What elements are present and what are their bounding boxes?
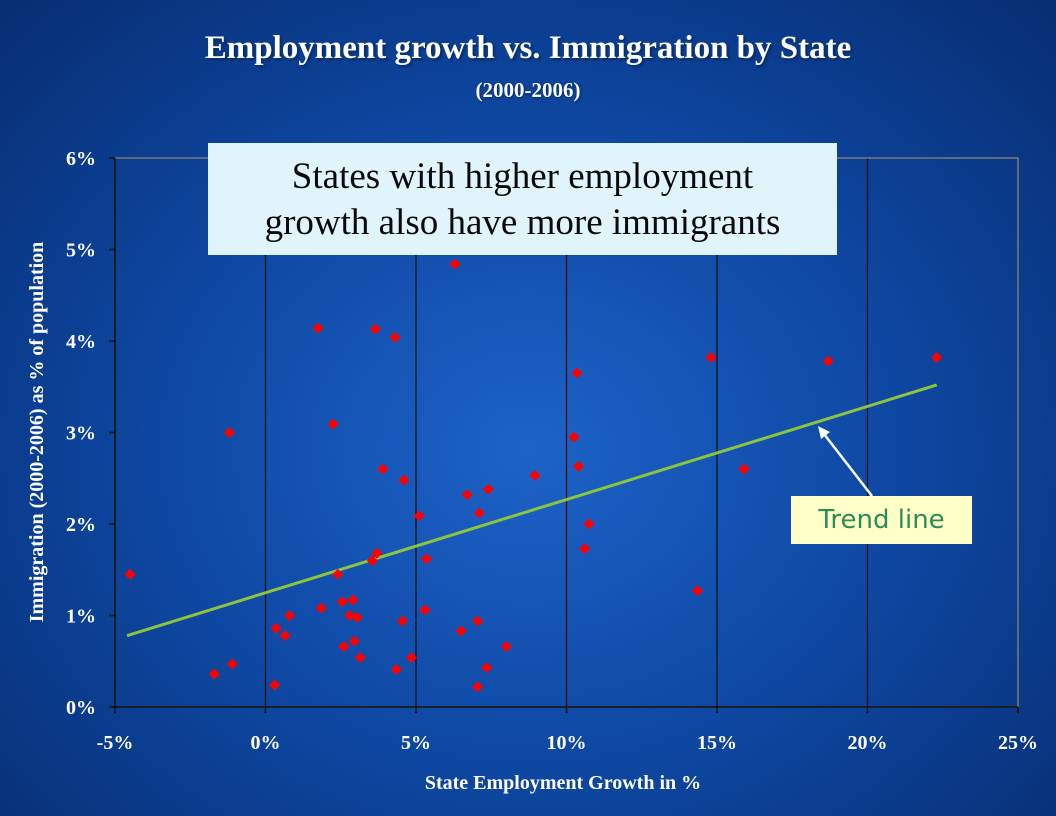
y-tick-label: 0%	[66, 697, 96, 719]
data-point	[336, 596, 348, 608]
data-point	[421, 553, 433, 565]
data-point	[269, 679, 281, 691]
data-point	[579, 543, 591, 555]
data-point	[223, 427, 235, 438]
data-point	[413, 510, 425, 522]
data-point	[284, 610, 296, 621]
data-points	[124, 258, 943, 693]
data-point	[482, 483, 494, 495]
y-tick-label: 4%	[66, 331, 96, 353]
callout-line-1: States with higher employment	[291, 156, 754, 197]
data-point	[931, 351, 943, 363]
data-point	[500, 641, 512, 653]
data-point	[419, 604, 431, 616]
data-point	[312, 322, 324, 334]
data-point	[369, 323, 381, 335]
y-tick-label: 1%	[66, 606, 96, 628]
data-point	[396, 615, 408, 627]
data-point	[473, 507, 485, 519]
data-point	[279, 630, 291, 642]
data-point	[332, 568, 344, 580]
data-point	[449, 258, 461, 270]
data-point	[347, 594, 359, 606]
data-point	[822, 355, 834, 367]
data-point	[327, 418, 339, 430]
data-point	[481, 662, 493, 674]
y-tick-label: 2%	[66, 514, 96, 536]
data-point	[124, 568, 136, 580]
data-point	[573, 460, 585, 472]
callout-line-2: growth also have more immigrants	[264, 202, 781, 243]
data-point	[270, 622, 282, 634]
chart-title: Employment growth vs. Immigration by Sta…	[204, 30, 852, 66]
y-tick-label: 6%	[66, 148, 96, 170]
data-point	[354, 652, 366, 664]
data-point	[377, 463, 389, 475]
y-tick-label: 3%	[66, 423, 96, 445]
trend-arrow	[818, 426, 873, 497]
callout-box: States with higher employment growth als…	[208, 143, 837, 255]
x-tick-labels: -5% 0% 5% 10% 15% 20% 25%	[97, 732, 1038, 754]
data-point	[571, 367, 583, 379]
x-tick-label: 10%	[547, 732, 587, 754]
data-point	[455, 625, 467, 637]
x-tick-label: 15%	[697, 732, 737, 754]
y-tick-label: 5%	[66, 240, 96, 262]
data-point	[461, 489, 473, 501]
arrow-head	[818, 426, 830, 439]
data-point	[691, 585, 703, 597]
x-tick-label: 5%	[401, 732, 431, 754]
data-point	[226, 658, 238, 670]
data-point	[472, 681, 484, 693]
data-point	[390, 663, 402, 675]
data-point	[389, 331, 401, 343]
x-axis-label: State Employment Growth in %	[425, 772, 701, 794]
data-point	[344, 610, 356, 621]
x-tick-label: 25%	[998, 732, 1038, 754]
trend-line-label: Trend line	[791, 496, 972, 544]
arrow-shaft	[823, 433, 873, 497]
x-tick-label: -5%	[97, 732, 134, 754]
trend-line	[126, 383, 938, 638]
x-tick-label: 20%	[848, 732, 888, 754]
trend-line-group	[126, 383, 938, 638]
x-tick-label: 0%	[251, 732, 281, 754]
data-point	[338, 641, 350, 653]
data-point	[738, 463, 750, 475]
data-point	[405, 652, 417, 664]
data-point	[366, 555, 378, 567]
data-point	[472, 615, 484, 627]
chart-subtitle: (2000-2006)	[475, 78, 581, 102]
data-point	[371, 547, 383, 559]
data-point	[208, 668, 220, 680]
data-point	[351, 611, 363, 623]
data-point	[583, 518, 595, 530]
data-point	[529, 470, 541, 482]
y-axis-label: Immigration (2000-2006) as % of populati…	[26, 242, 48, 623]
y-tick-labels: 0% 1% 2% 3% 4% 5% 6%	[66, 148, 96, 719]
data-point	[315, 602, 327, 614]
data-point	[398, 474, 410, 486]
data-point	[568, 431, 580, 443]
data-point	[348, 635, 360, 647]
data-point	[705, 351, 717, 363]
